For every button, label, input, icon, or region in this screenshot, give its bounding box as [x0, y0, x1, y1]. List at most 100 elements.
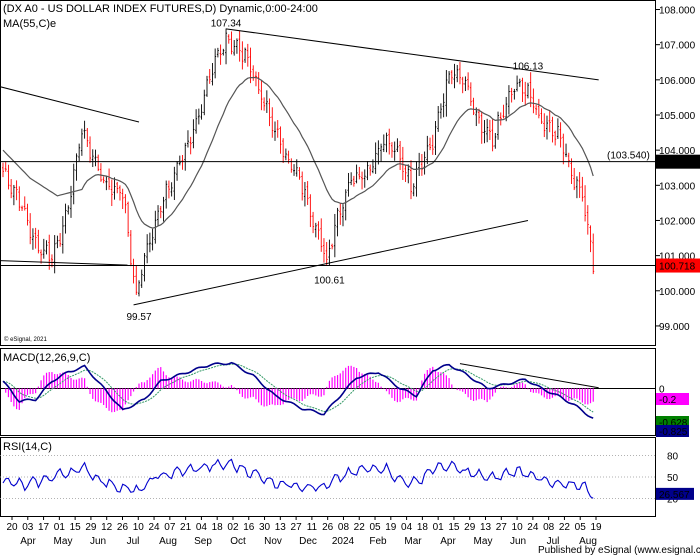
price-candle [497, 111, 500, 140]
price-candle [181, 154, 184, 170]
x-month-label: Apr [20, 536, 36, 547]
x-tick-label: 15 [448, 522, 460, 533]
price-candle [246, 43, 249, 67]
price-candle [437, 106, 440, 132]
macd-signal-line [2, 363, 594, 413]
price-candle [366, 161, 369, 181]
price-candle [31, 228, 34, 250]
price-candle [138, 280, 140, 297]
x-tick-label: 22 [354, 522, 366, 533]
macd-value-tag: -0.2 [656, 393, 689, 406]
y-tick-label: 103.000 [659, 181, 696, 192]
x-tick-label: 13 [275, 522, 287, 533]
macd-title: MACD(12,26,9,C) [3, 352, 90, 364]
x-month-label: Feb [369, 536, 387, 547]
price-candle [548, 110, 551, 133]
footer-text: Published by eSignal (www.esignal.com) [538, 545, 700, 556]
price-candle [382, 134, 385, 152]
price-candle [56, 235, 59, 249]
x-month-label: May [474, 536, 493, 547]
price-candle [235, 38, 238, 54]
price-candle [67, 205, 70, 215]
macd-panel-frame [0, 348, 656, 436]
x-tick-label: 11 [307, 522, 318, 533]
price-candle [390, 142, 393, 158]
price-candle [274, 121, 276, 141]
price-candle [26, 203, 29, 226]
price-candle [439, 103, 442, 119]
price-candle [80, 128, 83, 156]
price-candle [565, 143, 568, 158]
price-candle [434, 120, 437, 155]
price-candle [396, 138, 399, 153]
price-candle [40, 249, 43, 264]
price-candle [151, 228, 154, 251]
macd-trend-line [459, 363, 599, 389]
price-candle [263, 97, 266, 111]
rsi-tick-label: 50 [667, 473, 679, 484]
y-tick-label: 105.000 [659, 111, 696, 122]
price-candle [306, 181, 309, 205]
price-candle [140, 269, 143, 288]
price-candle [170, 182, 173, 197]
price-candle [208, 69, 211, 84]
price-candle [586, 205, 589, 235]
price-candle [467, 72, 470, 91]
price-candle [148, 232, 151, 253]
trend-line [0, 86, 140, 123]
price-candle [113, 177, 116, 200]
price-candle [102, 176, 105, 184]
price-candle [410, 160, 412, 200]
ma-line [2, 76, 594, 229]
y-tick-label: 102.000 [659, 216, 696, 227]
price-candle [380, 143, 383, 162]
price-candle [252, 65, 255, 81]
x-tick-label: 18 [212, 522, 224, 533]
price-candle [412, 183, 415, 197]
price-candle [59, 233, 62, 247]
price-candle [12, 184, 15, 206]
price-candle [336, 207, 339, 237]
macd-value-tag: -0.825 [656, 425, 689, 438]
price-candle [195, 109, 198, 134]
x-month-label: Nov [264, 536, 282, 547]
price-candle [244, 47, 247, 63]
price-candle [361, 171, 364, 190]
price-candle [276, 120, 279, 138]
x-month-label: 2024 [332, 536, 355, 547]
price-candle [589, 225, 592, 253]
price-candle [521, 77, 524, 102]
price-candle [423, 151, 426, 175]
x-tick-label: 08 [338, 522, 350, 533]
y-tick-label: 107.000 [659, 41, 696, 52]
x-month-label: Jun [510, 536, 526, 547]
price-candle [146, 234, 149, 264]
price-candle [135, 265, 138, 295]
price-candle [2, 162, 4, 178]
price-candle [426, 135, 429, 165]
price-candle [581, 176, 584, 202]
price-candle [99, 163, 102, 182]
x-tick-label: 04 [196, 522, 208, 533]
x-tick-label: 01 [54, 522, 66, 533]
price-candle [562, 133, 565, 165]
price-candle [314, 222, 317, 238]
price-candle [404, 165, 407, 182]
price-candle [456, 64, 459, 83]
price-candle [203, 89, 206, 116]
price-annotation: 100.61 [314, 275, 345, 286]
x-tick-label: 17 [38, 522, 50, 533]
price-tag-lower: 100.718 [656, 258, 700, 273]
y-tick-label: 100.000 [659, 287, 696, 298]
price-candle [575, 176, 578, 199]
chart-title: (DX A0 - US DOLLAR INDEX FUTURES,D) Dyna… [3, 3, 318, 15]
macd-tag-text: -0.825 [659, 427, 688, 438]
x-month-label: Dec [299, 536, 317, 547]
price-candle [105, 175, 108, 191]
price-tag-bg [656, 154, 700, 169]
x-month-label: Aug [159, 536, 177, 547]
x-tick-label: 07 [164, 522, 176, 533]
price-annotation: 99.57 [126, 312, 151, 323]
x-month-label: Oct [230, 536, 246, 547]
